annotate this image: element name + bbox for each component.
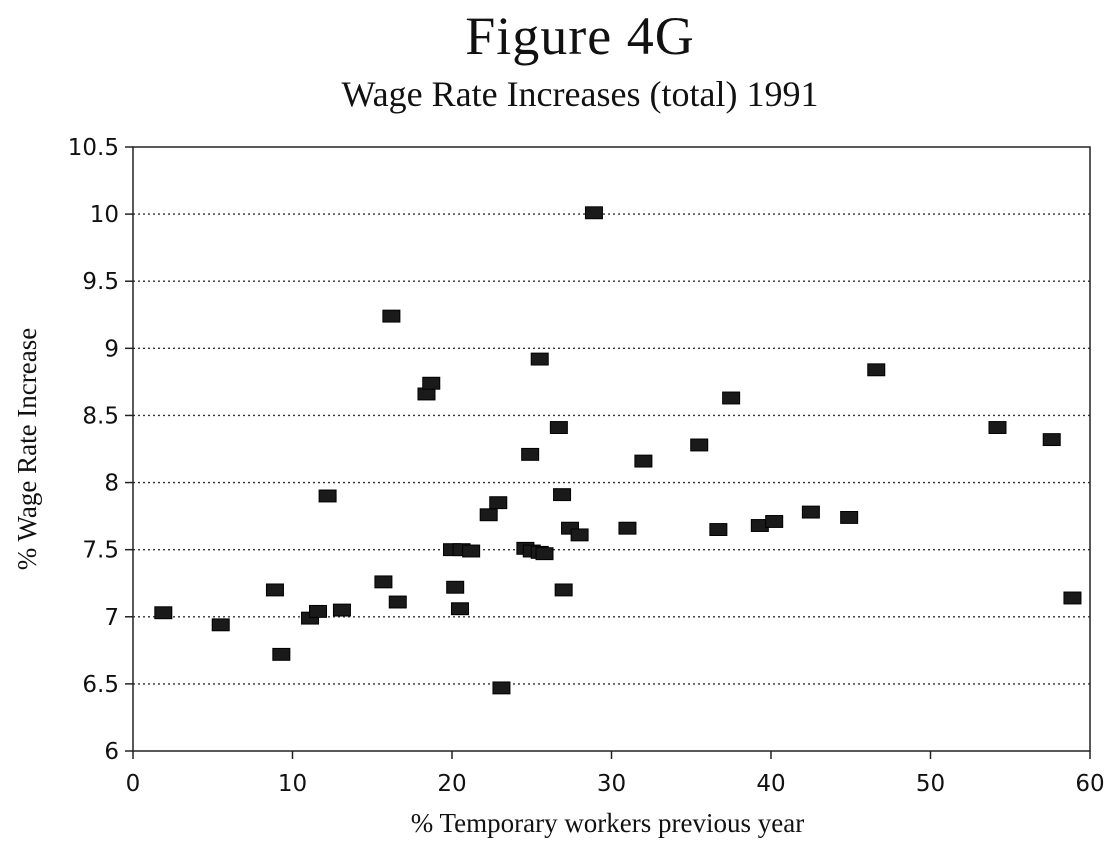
- data-point: [272, 647, 291, 661]
- data-point: [554, 583, 573, 597]
- data-point: [265, 583, 284, 597]
- data-point: [561, 521, 580, 535]
- data-point: [570, 528, 589, 542]
- x-tick-label: 50: [916, 771, 945, 797]
- data-point: [690, 438, 709, 452]
- data-point: [450, 602, 469, 616]
- x-axis-title: % Temporary workers previous year: [411, 808, 804, 838]
- grid-lines: [133, 213, 1090, 685]
- data-point: [521, 447, 540, 461]
- y-tick-label: 9: [104, 336, 119, 362]
- data-point: [422, 376, 441, 390]
- y-tick-label: 8: [104, 471, 119, 497]
- x-tick-label: 40: [756, 771, 785, 797]
- data-point: [840, 511, 859, 524]
- y-tick-label: 6: [104, 739, 119, 765]
- data-point: [332, 603, 351, 617]
- x-tick-label: 0: [126, 771, 141, 797]
- data-point: [154, 606, 173, 620]
- data-point: [462, 544, 481, 558]
- y-tick-label: 10: [90, 202, 119, 228]
- data-point: [801, 505, 820, 519]
- y-tick-label: 10.5: [68, 135, 119, 161]
- data-point: [709, 523, 728, 536]
- data-point: [634, 454, 653, 468]
- y-tick-label: 9.5: [82, 269, 119, 295]
- axis-ticks: 6 6.5 7 7.5 8 8.5 9 9.5 10 10.5 0 10 20 30 40 50 60: [68, 135, 1105, 797]
- y-axis-title: % Wage Rate Increase: [12, 328, 42, 570]
- y-tick-label: 7: [104, 605, 119, 631]
- data-point: [988, 421, 1007, 434]
- data-point: [382, 309, 401, 323]
- x-tick-label: 10: [278, 771, 307, 797]
- data-point: [309, 604, 328, 618]
- data-point: [489, 496, 508, 510]
- data-point: [1042, 433, 1061, 447]
- data-point: [374, 575, 393, 589]
- data-point: [535, 547, 554, 561]
- data-points: [154, 206, 1082, 695]
- data-point: [584, 206, 603, 220]
- x-tick-label: 30: [597, 771, 626, 797]
- data-point: [1063, 591, 1082, 605]
- data-point: [618, 521, 637, 535]
- data-point: [388, 595, 407, 609]
- x-tick-label: 20: [437, 771, 466, 797]
- data-point: [446, 580, 465, 594]
- chart-title: Figure 4G: [465, 6, 695, 66]
- data-point: [765, 515, 784, 528]
- data-point: [549, 421, 568, 434]
- chart-subtitle: Wage Rate Increases (total) 1991: [341, 74, 819, 114]
- data-point: [722, 391, 741, 405]
- data-point: [417, 387, 436, 401]
- data-point: [553, 488, 572, 502]
- y-tick-label: 6.5: [82, 672, 119, 698]
- data-point: [211, 618, 230, 632]
- y-tick-label: 8.5: [82, 403, 119, 429]
- y-tick-label: 7.5: [82, 538, 119, 564]
- x-tick-label: 60: [1075, 771, 1104, 797]
- data-point: [479, 508, 498, 522]
- data-point: [530, 352, 549, 366]
- data-point: [492, 681, 511, 695]
- data-point: [867, 363, 886, 377]
- data-point: [318, 489, 337, 503]
